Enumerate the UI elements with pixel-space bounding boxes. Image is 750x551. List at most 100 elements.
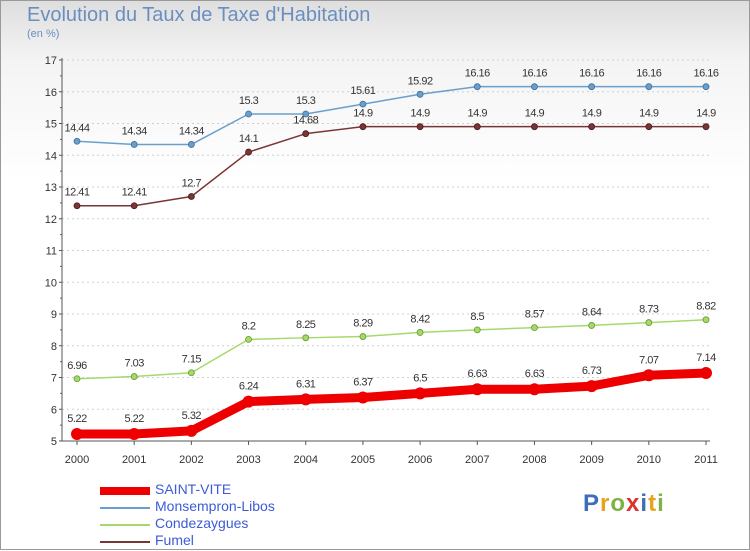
data-point [356,391,369,404]
data-label: 6.37 [353,377,373,389]
data-label: 8.82 [696,301,716,313]
data-point [245,110,252,118]
y-tick-label: 8 [51,341,57,353]
data-label: 14.9 [582,108,602,120]
data-point [245,148,252,156]
data-label: 6.31 [296,378,316,390]
data-label: 5.32 [182,410,202,422]
data-point [299,393,312,406]
data-label: 6.5 [413,372,427,384]
data-label: 15.92 [408,75,433,87]
y-tick-label: 9 [51,309,57,321]
legend-label: Monsempron-Libos [155,498,275,514]
data-point [187,193,195,200]
data-point [702,123,710,131]
y-tick-label: 12 [45,214,57,226]
data-point [130,141,138,148]
data-point [73,375,81,383]
data-label: 16.16 [636,68,661,80]
data-point [302,130,310,138]
data-label: 6.63 [525,368,545,380]
x-tick-label: 2008 [522,454,546,466]
data-point [359,123,367,131]
data-label: 8.5 [470,311,484,323]
x-tick-label: 2000 [65,454,89,466]
data-label: 14.9 [468,108,488,120]
data-label: 14.44 [64,122,89,134]
x-tick-label: 2001 [122,454,146,466]
legend-item: Monsempron-Libos [100,498,360,517]
y-tick-label: 6 [51,404,57,416]
legend-label: Condezaygues [155,515,249,531]
data-label: 12.41 [64,187,89,199]
y-tick-label: 17 [45,55,57,67]
legend-item: Condezaygues [100,515,360,534]
y-tick-label: 10 [45,277,57,289]
data-label: 5.22 [67,413,87,425]
data-label: 14.1 [239,133,259,145]
data-point [528,383,541,396]
x-tick-label: 2004 [293,454,317,466]
data-label: 16.16 [693,68,718,80]
x-tick-label: 2010 [637,454,661,466]
data-point [471,383,484,396]
data-point [645,123,653,131]
data-label: 7.07 [639,354,659,366]
data-label: 6.24 [239,381,259,393]
data-point [645,83,653,91]
data-point [359,333,367,340]
data-label: 8.42 [410,313,430,325]
data-label: 14.9 [639,108,659,120]
data-point [73,202,81,210]
legend-swatch [100,524,150,526]
data-point [473,83,481,91]
data-point [531,83,538,91]
data-label: 7.15 [182,354,202,366]
x-tick-label: 2007 [465,454,489,466]
data-label: 7.03 [124,358,144,370]
data-point [128,428,141,441]
x-tick-label: 2006 [408,454,432,466]
line-chart: 5 6 7 8 9 10 11 12 13 14 15 16 17 2000 2001 2002 2003 200… [45,55,720,466]
data-point [185,424,198,437]
data-point [416,90,424,98]
data-label: 6.96 [67,360,87,372]
data-point [187,369,195,377]
series-line [72,368,711,439]
data-point [531,324,538,332]
y-tick-label: 15 [45,119,57,131]
data-point [702,316,710,324]
data-point [71,428,83,441]
data-label: 14.9 [353,108,373,120]
x-tick-label: 2003 [236,454,260,466]
data-point [702,83,710,91]
data-label: 15.61 [350,85,375,97]
data-label: 6.63 [468,368,488,380]
data-label: 15.3 [239,95,259,107]
data-point [531,123,538,131]
data-label: 16.16 [522,68,547,80]
data-label: 8.57 [525,309,545,321]
data-label: 7.14 [696,352,716,364]
data-point [130,373,138,380]
y-tick-label: 14 [45,150,57,162]
legend-label: Fumel [155,532,194,548]
series-line [76,125,707,207]
data-label: 14.9 [696,108,716,120]
x-tick-label: 2002 [179,454,203,466]
chart-subtitle: (en %) [27,28,60,40]
data-point [645,319,653,326]
data-point [642,369,655,382]
data-label: 5.22 [124,413,144,425]
legend-item: SAINT-VITE [100,481,360,500]
data-point [130,202,138,210]
chart-title: Evolution du Taux de Taxe d'Habitation [27,4,371,26]
data-point [588,322,596,329]
legend-label: SAINT-VITE [155,481,232,497]
data-label: 12.41 [122,187,147,199]
data-point [588,123,596,131]
y-tick-label: 13 [45,182,57,194]
data-label: 8.73 [639,304,659,316]
data-point [700,367,712,380]
data-label: 12.7 [182,178,202,190]
